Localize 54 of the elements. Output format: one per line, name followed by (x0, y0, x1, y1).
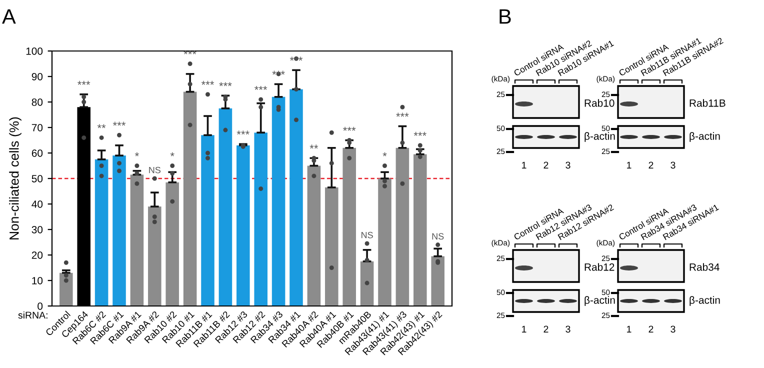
text: Rab10 (584, 99, 614, 107)
annotation: *** (78, 80, 90, 85)
text: 2 (544, 326, 548, 333)
annotation: *** (396, 112, 409, 117)
text: 2 (544, 162, 548, 169)
text: B (500, 9, 511, 24)
y-tick-label: 80 (32, 98, 43, 106)
annotation: *** (343, 126, 356, 131)
text: 2 (648, 326, 654, 333)
text: 3 (566, 162, 570, 169)
annotation: ** (310, 144, 318, 149)
text: β-actin (690, 296, 720, 306)
y-tick-label: 30 (32, 226, 43, 234)
y-tick-label: 100 (26, 48, 43, 55)
y-tick-label: 0 (38, 302, 43, 310)
y-tick-label: 50 (32, 175, 43, 182)
y-tick-label: 90 (32, 73, 43, 80)
y-axis-title: Non-ciliated cells (%) (9, 117, 22, 240)
annotation: *** (219, 82, 232, 86)
annotation: *** (414, 132, 426, 136)
annotation: NS (362, 232, 373, 238)
annotation: * (170, 152, 174, 156)
y-tick-label: 70 (32, 124, 43, 132)
annotation: NS (432, 233, 444, 240)
text: 3 (566, 326, 570, 333)
text: 1 (522, 326, 526, 333)
text: Rab34 (690, 263, 720, 271)
text: 3 (670, 326, 676, 333)
annotation: *** (201, 80, 214, 85)
text: 1 (522, 162, 526, 169)
annotation: *** (272, 70, 285, 75)
text: β-actin (690, 132, 720, 142)
annotation: *** (112, 122, 126, 126)
text: siRNA: (18, 311, 48, 319)
y-tick-label: 40 (32, 200, 43, 208)
annotation: * (134, 152, 139, 156)
y-tick-label: 60 (32, 150, 43, 157)
annotation: ** (97, 124, 106, 128)
annotation: *** (254, 86, 268, 90)
text: 2 (648, 162, 654, 169)
annotation: *** (236, 130, 250, 135)
y-tick-label: 20 (32, 252, 43, 259)
text: β-actin (584, 296, 615, 306)
text: 1 (627, 162, 632, 169)
text: A (2, 9, 16, 24)
text: β-actin (584, 132, 615, 142)
text: 1 (627, 326, 632, 333)
annotation: *** (184, 50, 196, 54)
annotation: NS (149, 166, 161, 174)
text: Rab11B (690, 99, 726, 107)
annotation: * (382, 152, 387, 156)
y-tick-label: 10 (32, 277, 43, 284)
text: Rab12 (584, 263, 614, 271)
text: 3 (670, 162, 676, 169)
